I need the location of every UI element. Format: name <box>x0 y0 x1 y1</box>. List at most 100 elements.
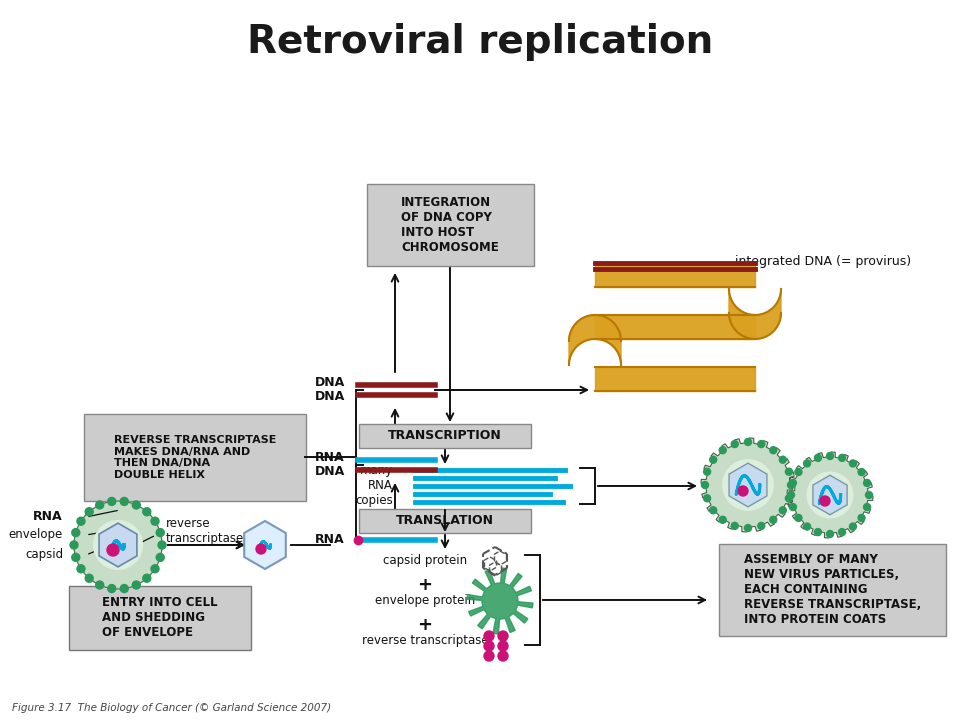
Polygon shape <box>595 367 755 391</box>
Circle shape <box>709 456 717 463</box>
Polygon shape <box>595 315 755 339</box>
Polygon shape <box>74 501 162 589</box>
Circle shape <box>838 454 846 462</box>
Circle shape <box>158 541 166 549</box>
Circle shape <box>827 452 833 459</box>
Text: INTEGRATION
OF DNA COPY
INTO HOST
CHROMOSOME: INTEGRATION OF DNA COPY INTO HOST CHROMO… <box>401 196 499 254</box>
Text: +: + <box>418 616 433 634</box>
Circle shape <box>804 523 810 530</box>
Circle shape <box>785 495 792 502</box>
Polygon shape <box>99 523 137 567</box>
Circle shape <box>72 528 80 536</box>
Circle shape <box>77 564 85 573</box>
Circle shape <box>858 469 865 476</box>
Circle shape <box>143 508 151 516</box>
Text: RNA: RNA <box>316 534 345 546</box>
Circle shape <box>143 575 151 582</box>
Circle shape <box>864 503 871 510</box>
Text: +: + <box>418 576 433 594</box>
Circle shape <box>85 575 93 582</box>
Text: DNA: DNA <box>315 390 345 403</box>
Circle shape <box>151 564 159 573</box>
Circle shape <box>787 492 795 498</box>
Polygon shape <box>729 463 767 507</box>
Text: RNA: RNA <box>316 451 345 464</box>
Circle shape <box>96 501 104 509</box>
Text: RNA: RNA <box>34 510 63 523</box>
Circle shape <box>151 517 159 525</box>
Circle shape <box>709 507 717 514</box>
Circle shape <box>704 495 710 502</box>
Text: DNA: DNA <box>315 466 345 479</box>
Circle shape <box>70 541 78 549</box>
Circle shape <box>108 585 116 593</box>
Circle shape <box>838 528 846 536</box>
FancyBboxPatch shape <box>719 544 946 636</box>
Circle shape <box>820 496 830 506</box>
Circle shape <box>156 528 164 536</box>
Circle shape <box>77 517 85 525</box>
Circle shape <box>256 544 266 554</box>
Text: TRANSLATION: TRANSLATION <box>396 515 494 528</box>
Circle shape <box>484 631 494 641</box>
Circle shape <box>785 468 792 475</box>
Circle shape <box>132 501 140 509</box>
Text: ASSEMBLY OF MANY
NEW VIRUS PARTICLES,
EACH CONTAINING
REVERSE TRANSCRIPTASE,
INT: ASSEMBLY OF MANY NEW VIRUS PARTICLES, EA… <box>744 554 922 626</box>
Circle shape <box>866 492 873 498</box>
Text: TRANSCRIPTION: TRANSCRIPTION <box>388 430 502 443</box>
FancyBboxPatch shape <box>367 184 534 266</box>
Circle shape <box>780 456 786 463</box>
Circle shape <box>120 498 129 505</box>
Polygon shape <box>729 289 781 339</box>
FancyBboxPatch shape <box>84 414 306 501</box>
Circle shape <box>484 641 494 651</box>
Text: DNA: DNA <box>315 377 345 390</box>
Circle shape <box>94 521 142 570</box>
Circle shape <box>789 503 797 510</box>
Text: integrated DNA (= provirus): integrated DNA (= provirus) <box>735 255 911 268</box>
Circle shape <box>745 438 752 446</box>
FancyBboxPatch shape <box>359 509 531 533</box>
Circle shape <box>789 480 797 487</box>
Circle shape <box>156 554 164 562</box>
Circle shape <box>723 460 773 510</box>
Circle shape <box>864 480 871 487</box>
Circle shape <box>757 441 765 448</box>
Circle shape <box>850 523 856 530</box>
Circle shape <box>745 524 752 531</box>
Circle shape <box>850 460 856 467</box>
Text: Figure 3.17  The Biology of Cancer (© Garland Science 2007): Figure 3.17 The Biology of Cancer (© Gar… <box>12 703 331 713</box>
Text: capsid: capsid <box>25 549 63 562</box>
Text: envelope: envelope <box>9 528 63 541</box>
Circle shape <box>780 507 786 514</box>
Circle shape <box>498 651 508 661</box>
Circle shape <box>757 523 765 529</box>
Circle shape <box>719 446 726 454</box>
Text: Retroviral replication: Retroviral replication <box>247 24 713 61</box>
Text: many
RNA
copies: many RNA copies <box>355 464 393 508</box>
Polygon shape <box>595 263 755 287</box>
Circle shape <box>108 498 116 505</box>
Circle shape <box>804 460 810 467</box>
Circle shape <box>795 469 802 476</box>
Text: capsid protein: capsid protein <box>383 554 468 567</box>
Circle shape <box>498 641 508 651</box>
Circle shape <box>858 514 865 521</box>
Circle shape <box>732 441 738 448</box>
Polygon shape <box>701 438 795 532</box>
Circle shape <box>719 516 726 523</box>
Circle shape <box>814 454 822 462</box>
Circle shape <box>484 651 494 661</box>
Circle shape <box>702 482 708 488</box>
Circle shape <box>107 544 119 556</box>
Circle shape <box>85 508 93 516</box>
Text: reverse transcriptase: reverse transcriptase <box>362 634 489 647</box>
FancyBboxPatch shape <box>69 586 251 650</box>
Circle shape <box>120 585 129 593</box>
Polygon shape <box>787 452 873 538</box>
Polygon shape <box>569 315 621 365</box>
Circle shape <box>807 472 852 518</box>
Circle shape <box>770 446 777 454</box>
Polygon shape <box>244 521 286 569</box>
Circle shape <box>498 631 508 641</box>
